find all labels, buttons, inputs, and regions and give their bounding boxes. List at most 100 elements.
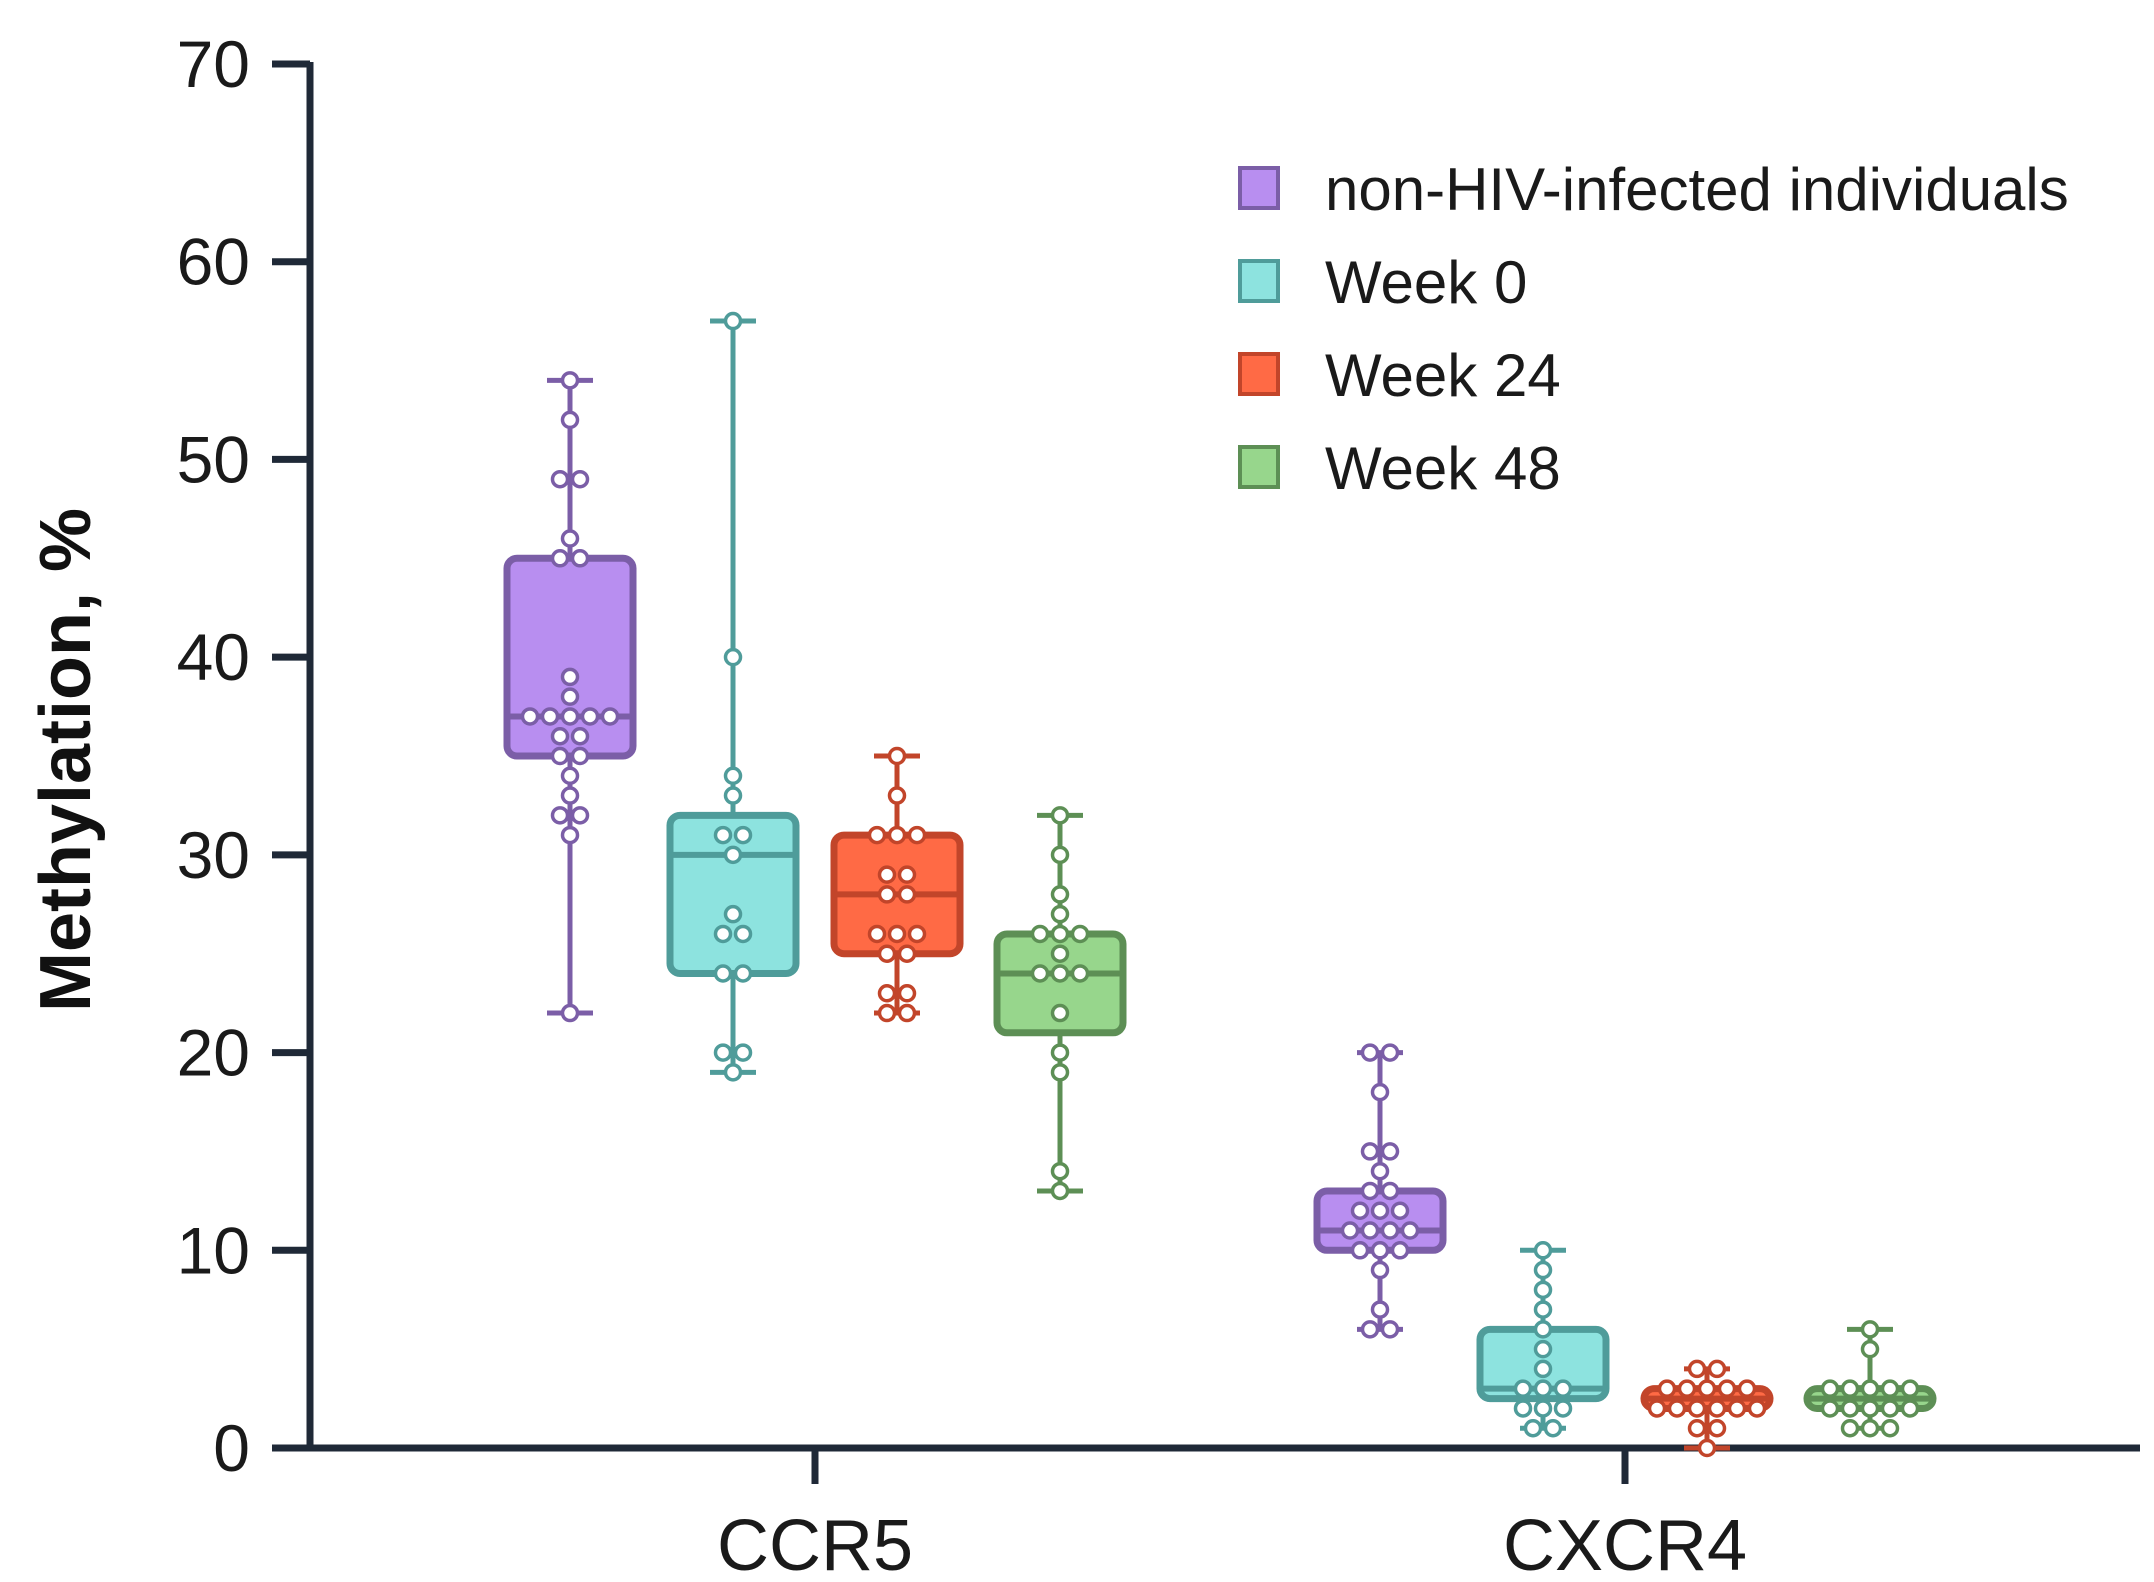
data-point — [1370, 1241, 1390, 1260]
data-point — [1360, 1043, 1380, 1062]
data-point — [867, 924, 887, 944]
data-point — [1400, 1221, 1420, 1240]
data-point — [1533, 1300, 1553, 1319]
data-point — [1543, 1418, 1563, 1438]
data-point — [723, 1063, 743, 1082]
data-point — [1553, 1399, 1573, 1418]
box-iqr — [666, 811, 800, 977]
data-point — [897, 865, 917, 884]
legend-label-series-1: Week 0 — [1325, 249, 1527, 316]
data-point — [1727, 1399, 1747, 1418]
data-point — [560, 766, 580, 786]
legend-label-series-0: non-HIV-infected individuals — [1325, 156, 2069, 223]
axes: 0 10 20 30 40 50 60 70 CCR5 CXCR4 — [177, 27, 2140, 1582]
box-groups — [503, 311, 1937, 1458]
data-point — [560, 687, 580, 706]
data-point — [877, 865, 897, 884]
data-point — [1820, 1399, 1840, 1418]
legend-swatch-series-3 — [1238, 445, 1280, 489]
data-point — [1900, 1379, 1920, 1398]
data-point — [1900, 1399, 1920, 1418]
data-point — [1687, 1418, 1707, 1438]
data-point — [1860, 1339, 1880, 1359]
data-point — [550, 806, 570, 825]
legend-swatch-series-1 — [1238, 259, 1280, 303]
data-point — [1050, 924, 1070, 944]
data-point — [560, 707, 580, 726]
data-point — [1370, 1082, 1390, 1102]
data-point — [1553, 1379, 1573, 1398]
data-point — [1380, 1181, 1400, 1201]
data-point — [877, 984, 897, 1003]
data-point — [713, 964, 733, 983]
data-point — [1380, 1142, 1400, 1161]
data-point — [1860, 1320, 1880, 1339]
data-point — [1513, 1379, 1533, 1398]
data-point — [1880, 1379, 1900, 1398]
data-point — [723, 845, 743, 865]
data-point — [1677, 1379, 1697, 1398]
data-point — [550, 469, 570, 489]
data-point — [723, 766, 743, 786]
box-ccr5-series-2 — [830, 746, 964, 1023]
data-point — [570, 746, 590, 766]
data-point — [1050, 944, 1070, 963]
data-point — [1880, 1399, 1900, 1418]
data-point — [1707, 1399, 1727, 1418]
data-point — [897, 984, 917, 1003]
data-point — [1717, 1379, 1737, 1398]
data-point — [1687, 1359, 1707, 1379]
box-ccr5-series-0 — [503, 371, 637, 1023]
data-point — [733, 964, 753, 983]
box-ccr5-series-1 — [666, 311, 800, 1082]
data-point — [560, 1003, 580, 1023]
data-point — [540, 707, 560, 726]
data-point — [1860, 1399, 1880, 1418]
data-point — [1050, 1043, 1070, 1062]
data-point — [1707, 1418, 1727, 1438]
data-point — [1390, 1241, 1410, 1260]
data-point — [713, 825, 733, 845]
y-tick-label: 60 — [177, 225, 250, 299]
y-tick-label: 10 — [177, 1213, 250, 1287]
data-point — [1513, 1399, 1533, 1418]
data-point — [1840, 1399, 1860, 1418]
data-point — [550, 549, 570, 568]
data-point — [1533, 1320, 1553, 1339]
data-point — [560, 371, 580, 390]
data-point — [887, 924, 907, 944]
data-point — [1840, 1379, 1860, 1398]
data-point — [1860, 1418, 1880, 1438]
data-point — [1370, 1300, 1390, 1319]
box-cxcr4-series-0 — [1313, 1043, 1447, 1339]
data-point — [887, 746, 907, 766]
y-tick-label: 30 — [177, 818, 250, 892]
data-point — [1737, 1379, 1757, 1398]
data-point — [1533, 1241, 1553, 1260]
data-point — [1390, 1201, 1410, 1220]
y-tick-label: 70 — [177, 27, 250, 101]
data-point — [1657, 1379, 1677, 1398]
data-point — [560, 786, 580, 805]
data-point — [1070, 964, 1090, 983]
data-point — [520, 707, 540, 726]
data-point — [560, 410, 580, 430]
data-point — [1360, 1320, 1380, 1339]
y-tick-label: 20 — [177, 1016, 250, 1090]
data-point — [877, 1003, 897, 1023]
data-point — [1370, 1260, 1390, 1280]
data-point — [560, 825, 580, 845]
data-point — [550, 746, 570, 766]
data-point — [897, 944, 917, 963]
data-point — [723, 786, 743, 805]
data-point — [1050, 1003, 1070, 1023]
data-point — [1880, 1418, 1900, 1438]
data-point — [1050, 806, 1070, 825]
data-point — [1050, 964, 1070, 983]
legend-label-series-2: Week 24 — [1325, 342, 1561, 409]
data-point — [1070, 924, 1090, 944]
data-point — [1050, 885, 1070, 904]
data-point — [1533, 1379, 1553, 1398]
data-point — [1687, 1399, 1707, 1418]
data-point — [600, 707, 620, 726]
